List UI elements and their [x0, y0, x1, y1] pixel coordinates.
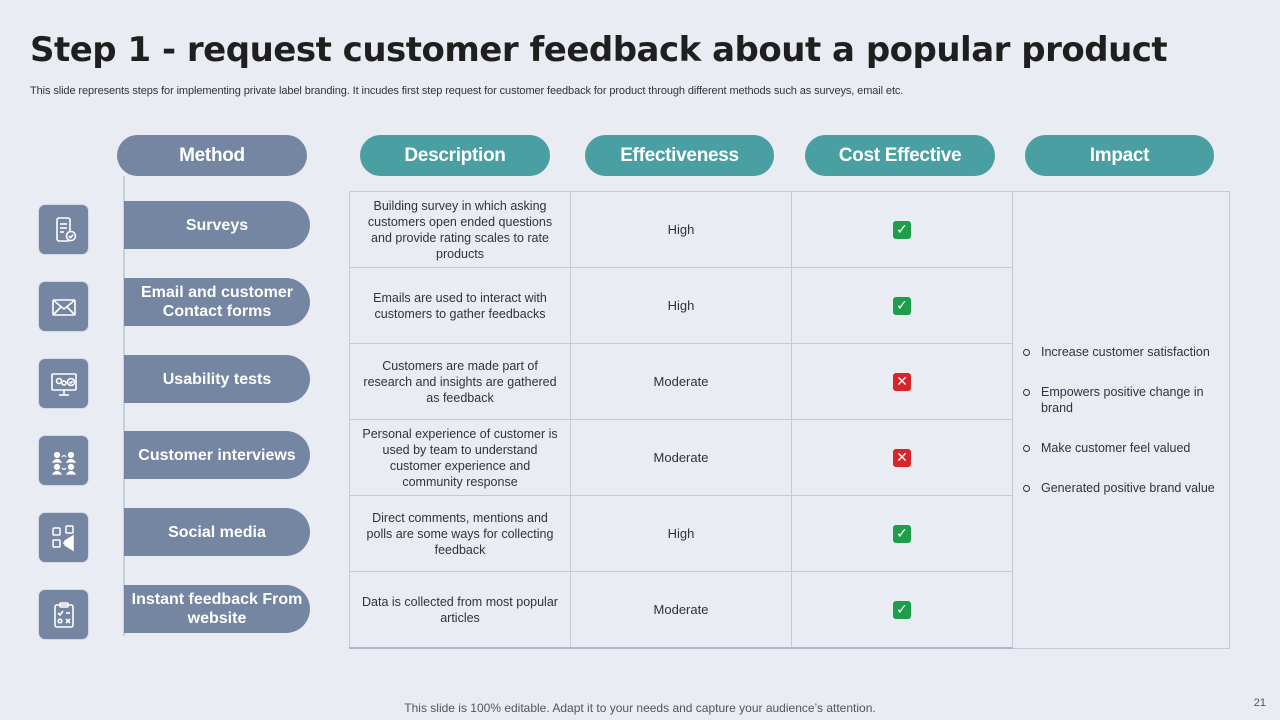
- method-customer-interviews: Customer interviews: [124, 431, 310, 479]
- table-row: Data is collected from most popular arti…: [349, 571, 1230, 649]
- method-email-contact-forms: Email and customer Contact forms: [124, 278, 310, 326]
- table-row: Building survey in which asking customer…: [349, 191, 1230, 649]
- page-number: 21: [1253, 697, 1266, 709]
- method-surveys: Surveys: [124, 201, 310, 249]
- description-cell: Emails are used to interact with custome…: [349, 267, 571, 344]
- header-impact: Impact: [1025, 135, 1214, 176]
- table-row: Emails are used to interact with custome…: [349, 267, 1230, 344]
- check-icon: ✓: [893, 296, 911, 315]
- slide-footer: This slide is 100% editable. Adapt it to…: [404, 701, 876, 715]
- cost-effective-cell: ✕: [791, 343, 1013, 420]
- effectiveness-cell: High: [570, 267, 792, 344]
- social-megaphone-icon: [39, 513, 88, 562]
- description-cell: Personal experience of customer is used …: [349, 419, 571, 496]
- header-method: Method: [117, 135, 307, 176]
- table-row: Personal experience of customer is used …: [349, 419, 1230, 496]
- cross-icon: ✕: [893, 448, 911, 467]
- cost-effective-cell: ✓: [791, 191, 1013, 268]
- table-row: Direct comments, mentions and polls are …: [349, 495, 1230, 572]
- cost-effective-cell: ✓: [791, 571, 1013, 649]
- header-cost-effective: Cost Effective: [805, 135, 995, 176]
- method-connector-line: [123, 176, 125, 636]
- method-social-media: Social media: [124, 508, 310, 556]
- mobile-survey-icon: [39, 205, 88, 254]
- clipboard-checklist-icon: [39, 590, 88, 639]
- monitor-settings-icon: [39, 359, 88, 408]
- cost-effective-cell: ✓: [791, 495, 1013, 572]
- impact-item: Make customer feel valued: [1021, 440, 1221, 456]
- method-usability-tests: Usability tests: [124, 355, 310, 403]
- feedback-methods-table: Building survey in which asking customer…: [349, 191, 1230, 649]
- people-conversation-icon: [39, 436, 88, 485]
- header-description: Description: [360, 135, 550, 176]
- slide-subtitle: This slide represents steps for implemen…: [30, 85, 904, 97]
- header-effectiveness: Effectiveness: [585, 135, 774, 176]
- impact-item: Generated positive brand value: [1021, 480, 1221, 496]
- check-icon: ✓: [893, 524, 911, 543]
- description-cell: Data is collected from most popular arti…: [349, 571, 571, 649]
- email-envelope-icon: [39, 282, 88, 331]
- table-row: Customers are made part of research and …: [349, 343, 1230, 420]
- impact-item: Increase customer satisfaction: [1021, 344, 1221, 360]
- check-icon: ✓: [893, 600, 911, 619]
- impact-cell: Increase customer satisfaction Empowers …: [1012, 191, 1230, 649]
- description-cell: Customers are made part of research and …: [349, 343, 571, 420]
- description-cell: Building survey in which asking customer…: [349, 191, 571, 268]
- impact-item: Empowers positive change in brand: [1021, 384, 1221, 416]
- effectiveness-cell: Moderate: [570, 343, 792, 420]
- effectiveness-cell: Moderate: [570, 571, 792, 649]
- description-cell: Direct comments, mentions and polls are …: [349, 495, 571, 572]
- cross-icon: ✕: [893, 372, 911, 391]
- cost-effective-cell: ✓: [791, 267, 1013, 344]
- effectiveness-cell: High: [570, 191, 792, 268]
- cost-effective-cell: ✕: [791, 419, 1013, 496]
- check-icon: ✓: [893, 220, 911, 239]
- effectiveness-cell: High: [570, 495, 792, 572]
- method-instant-feedback-website: Instant feedback From website: [124, 585, 310, 633]
- slide-title: Step 1 - request customer feedback about…: [30, 30, 1168, 70]
- impact-list: Increase customer satisfaction Empowers …: [1021, 344, 1221, 496]
- effectiveness-cell: Moderate: [570, 419, 792, 496]
